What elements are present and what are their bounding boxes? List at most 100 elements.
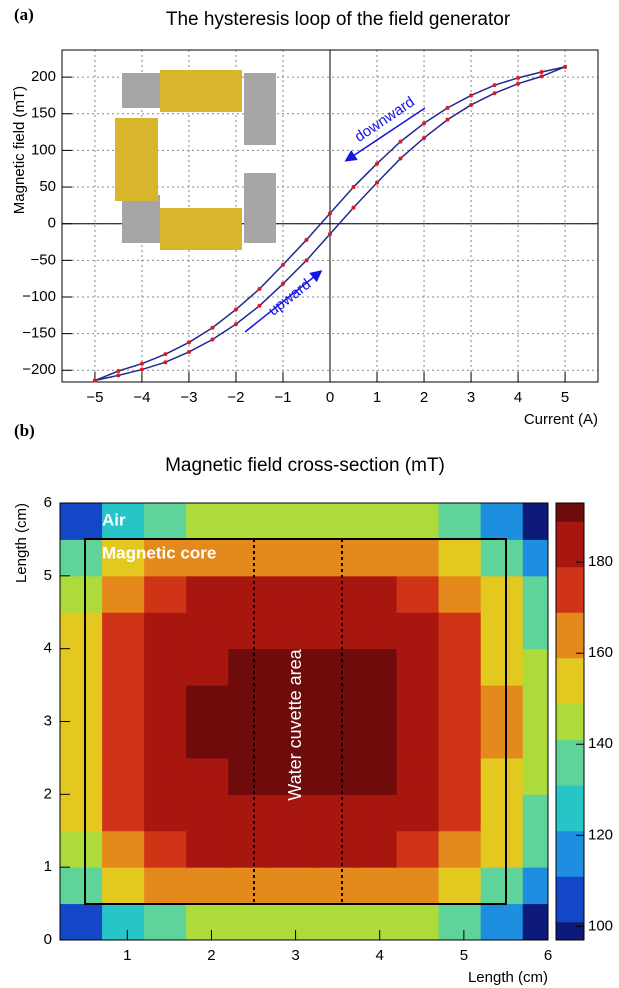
heat-cell <box>312 903 355 941</box>
heat-cell <box>228 648 271 686</box>
colorbar-step <box>556 648 584 659</box>
heat-cell <box>354 757 398 795</box>
core-outline <box>84 538 507 905</box>
y-tick-label: 100 <box>31 141 56 158</box>
x-tick-label: 5 <box>561 389 569 406</box>
heat-cell <box>60 575 103 613</box>
heat-cell <box>312 721 355 759</box>
y-tick-label: 0 <box>48 215 56 232</box>
heat-cell <box>270 503 313 540</box>
heat-cell <box>354 685 398 722</box>
heat-cell <box>480 503 524 540</box>
heat-cell <box>102 721 145 759</box>
heat-cell <box>480 794 524 832</box>
heat-cell <box>480 648 524 686</box>
data-point <box>492 91 497 96</box>
heat-cell <box>228 757 271 795</box>
heat-cell <box>60 830 103 868</box>
data-point <box>163 352 168 357</box>
heat-cell <box>270 794 313 832</box>
colorbar-frame <box>555 502 585 941</box>
heat-cell <box>396 721 440 759</box>
y-tick-label: 200 <box>31 68 56 85</box>
colorbar-step <box>556 785 584 795</box>
heat-cell <box>438 830 482 868</box>
colorbar-step <box>556 885 584 895</box>
heat-cell <box>438 539 482 577</box>
heat-cell <box>312 575 355 613</box>
heat-cell <box>438 867 482 905</box>
colorbar-step <box>556 821 584 832</box>
heat-cell <box>270 867 313 905</box>
heat-cell <box>144 685 187 722</box>
x-tick-label: 2 <box>207 947 215 964</box>
heat-cell <box>228 830 271 868</box>
data-point <box>445 117 450 122</box>
heat-cell <box>186 757 229 795</box>
heat-cell <box>354 794 398 832</box>
data-point <box>539 69 544 74</box>
coil <box>160 70 242 112</box>
x-axis-label: Current (A) <box>524 411 598 428</box>
y-tick-label: 1 <box>44 858 52 875</box>
data-point <box>351 185 356 190</box>
heat-cell <box>396 903 440 941</box>
colorbar-step <box>556 675 584 686</box>
heat-cell <box>228 503 271 540</box>
heat-cell <box>270 721 313 759</box>
heat-cell <box>228 867 271 905</box>
heat-cell <box>354 648 398 686</box>
data-point <box>233 307 238 312</box>
data-point <box>139 367 144 372</box>
chart-title: Magnetic field cross-section (mT) <box>165 455 445 476</box>
y-tick-label: −50 <box>31 251 56 268</box>
heat-cell <box>480 867 524 905</box>
heat-cell <box>186 575 229 613</box>
x-tick-label: −4 <box>133 389 150 406</box>
data-point <box>116 373 121 378</box>
colorbar-tick-label: 120 <box>588 826 613 843</box>
data-point <box>422 121 427 126</box>
colorbar-step <box>556 803 584 814</box>
colorbar-step <box>556 921 584 932</box>
colorbar-step <box>556 584 584 595</box>
x-axis-label: Length (cm) <box>468 969 548 986</box>
colorbar-step <box>556 594 584 604</box>
x-tick-label: −1 <box>274 389 291 406</box>
colorbar-step <box>556 848 584 859</box>
colorbar-step <box>556 794 584 804</box>
data-point <box>375 161 380 166</box>
heat-cell <box>522 721 549 759</box>
data-point <box>328 231 332 236</box>
heat-cell <box>186 721 229 759</box>
y-tick-label: 2 <box>44 785 52 802</box>
heat-cell <box>102 867 145 905</box>
heat-cell <box>228 685 271 722</box>
data-point <box>422 135 427 140</box>
colorbar-step <box>556 694 584 704</box>
data-point <box>563 64 568 69</box>
plot-frame <box>61 49 599 383</box>
heat-cell <box>144 830 187 868</box>
heat-cell <box>186 612 229 650</box>
heat-cell <box>228 721 271 759</box>
data-point <box>139 361 144 366</box>
colorbar-step <box>556 512 584 522</box>
colorbar-step <box>556 557 584 568</box>
y-tick-label: 6 <box>44 494 52 511</box>
data-point <box>116 369 121 374</box>
heat-cell <box>60 903 103 941</box>
x-tick-label: 6 <box>544 947 552 964</box>
heat-cell <box>186 830 229 868</box>
colorbar-step <box>556 930 584 941</box>
heat-cell <box>480 830 524 868</box>
colorbar-step <box>556 657 584 668</box>
colorbar-step <box>556 812 584 823</box>
x-tick-label: 3 <box>291 947 299 964</box>
heat-cell <box>144 648 187 686</box>
colorbar-step <box>556 666 584 677</box>
heat-cell <box>270 685 313 722</box>
colorbar-step <box>556 876 584 886</box>
heat-cell <box>522 903 549 941</box>
